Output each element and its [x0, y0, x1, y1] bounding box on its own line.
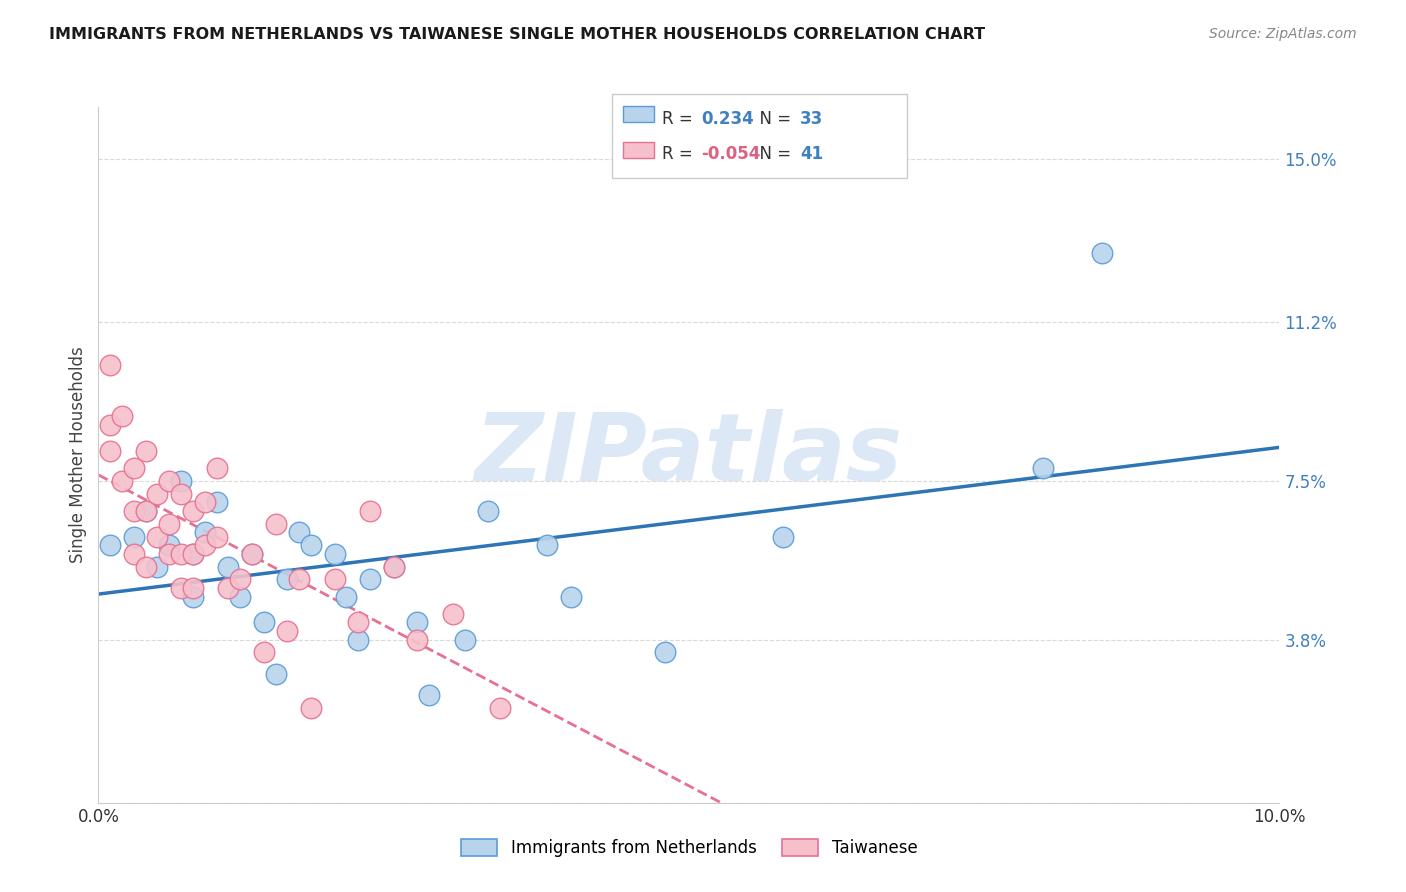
Point — [240, 547, 263, 561]
Text: R =: R = — [662, 110, 699, 128]
Point — [157, 516, 180, 531]
Text: -0.054: -0.054 — [702, 145, 761, 163]
Point — [359, 504, 381, 518]
Point — [111, 474, 134, 488]
Point — [772, 529, 794, 543]
Point — [181, 504, 204, 518]
Legend: Immigrants from Netherlands, Taiwanese: Immigrants from Netherlands, Taiwanese — [454, 832, 924, 864]
Point — [406, 615, 429, 630]
Point — [135, 504, 157, 518]
Point — [194, 495, 217, 509]
Point — [489, 701, 512, 715]
Point — [170, 474, 193, 488]
Y-axis label: Single Mother Households: Single Mother Households — [69, 347, 87, 563]
Point — [323, 573, 346, 587]
Point — [229, 590, 252, 604]
Point — [299, 538, 322, 552]
Point — [654, 645, 676, 659]
Point — [122, 529, 145, 543]
Point — [135, 559, 157, 574]
Point — [122, 504, 145, 518]
Point — [276, 573, 298, 587]
Point — [406, 632, 429, 647]
Point — [347, 632, 370, 647]
Text: IMMIGRANTS FROM NETHERLANDS VS TAIWANESE SINGLE MOTHER HOUSEHOLDS CORRELATION CH: IMMIGRANTS FROM NETHERLANDS VS TAIWANESE… — [49, 27, 986, 42]
Text: 33: 33 — [800, 110, 824, 128]
Point — [477, 504, 499, 518]
Point — [240, 547, 263, 561]
Point — [157, 474, 180, 488]
Text: N =: N = — [749, 145, 797, 163]
Point — [453, 632, 475, 647]
Point — [194, 525, 217, 540]
Text: N =: N = — [749, 110, 797, 128]
Point — [217, 581, 239, 595]
Point — [359, 573, 381, 587]
Point — [181, 547, 204, 561]
Point — [335, 590, 357, 604]
Point — [111, 409, 134, 424]
Point — [135, 443, 157, 458]
Point — [288, 525, 311, 540]
Point — [181, 547, 204, 561]
Point — [98, 443, 121, 458]
Point — [229, 573, 252, 587]
Point — [157, 547, 180, 561]
Point — [536, 538, 558, 552]
Point — [264, 667, 287, 681]
Point — [98, 538, 121, 552]
Point — [181, 590, 204, 604]
Point — [146, 486, 169, 500]
Text: Source: ZipAtlas.com: Source: ZipAtlas.com — [1209, 27, 1357, 41]
Text: R =: R = — [662, 145, 699, 163]
Point — [299, 701, 322, 715]
Point — [323, 547, 346, 561]
Point — [194, 538, 217, 552]
Point — [264, 516, 287, 531]
Point — [382, 559, 405, 574]
Point — [205, 495, 228, 509]
Point — [1091, 246, 1114, 260]
Point — [170, 486, 193, 500]
Point — [253, 615, 276, 630]
Text: ZIPatlas: ZIPatlas — [475, 409, 903, 501]
Point — [98, 358, 121, 372]
Point — [382, 559, 405, 574]
Point — [560, 590, 582, 604]
Point — [418, 689, 440, 703]
Point — [181, 581, 204, 595]
Point — [253, 645, 276, 659]
Point — [170, 581, 193, 595]
Point — [347, 615, 370, 630]
Point — [157, 538, 180, 552]
Point — [122, 460, 145, 475]
Point — [146, 529, 169, 543]
Point — [1032, 460, 1054, 475]
Point — [441, 607, 464, 621]
Point — [217, 559, 239, 574]
Point — [205, 529, 228, 543]
Text: 41: 41 — [800, 145, 823, 163]
Point — [146, 559, 169, 574]
Text: 0.234: 0.234 — [702, 110, 755, 128]
Point — [276, 624, 298, 638]
Point — [98, 417, 121, 432]
Point — [288, 573, 311, 587]
Point — [205, 460, 228, 475]
Point — [135, 504, 157, 518]
Point — [170, 547, 193, 561]
Point — [122, 547, 145, 561]
